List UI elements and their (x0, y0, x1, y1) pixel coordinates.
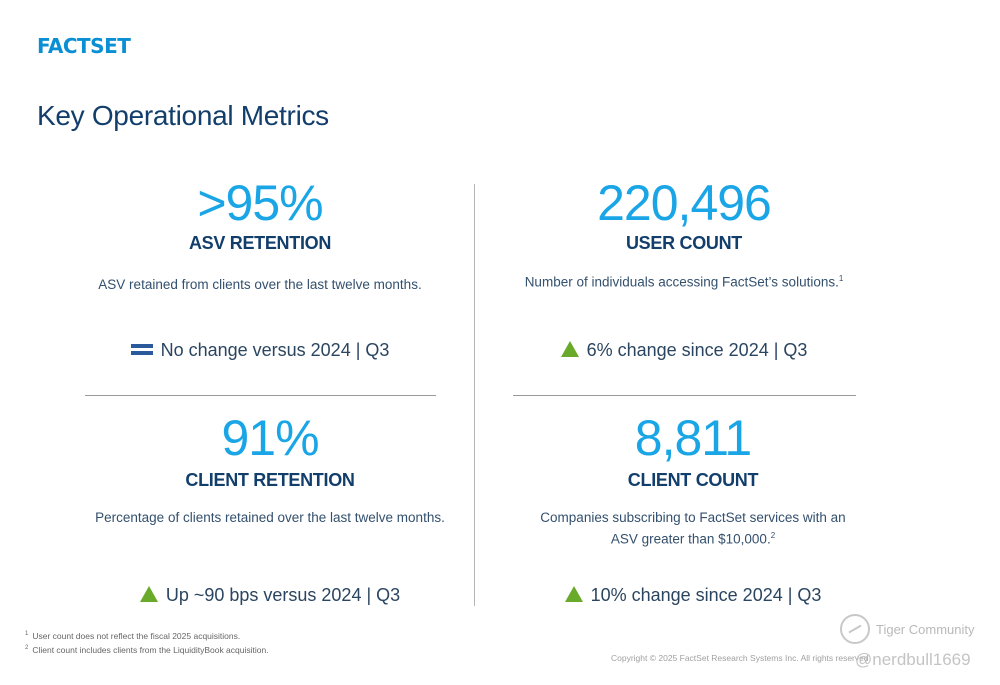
metric-description: Percentage of clients retained over the … (95, 510, 445, 525)
metric-description: Companies subscribing to FactSet service… (493, 509, 893, 549)
tiger-logo-icon (840, 614, 870, 644)
metric-value: 8,811 (634, 410, 752, 466)
metric-label: CLIENT COUNT (627, 470, 759, 490)
metric-change: 10% change since 2024 | Q3 (493, 585, 893, 606)
metric-label: USER COUNT (625, 233, 742, 253)
copyright-text: Copyright © 2025 FactSet Research System… (611, 653, 871, 663)
metric-label: CLIENT RETENTION (185, 470, 355, 490)
metric-asv-retention: >95% ASV RETENTION ASV retained from cli… (60, 170, 460, 380)
footnote-1: 1 User count does not reflect the fiscal … (25, 630, 241, 641)
horizontal-divider-left (85, 395, 436, 396)
metric-client-count: 8,811 CLIENT COUNT Companies subscribing… (493, 405, 893, 615)
metric-description-line1: Companies subscribing to FactSet service… (540, 510, 846, 525)
tiger-community-watermark: Tiger Community (840, 614, 974, 644)
metric-description-line2: ASV greater than $10,000. (610, 531, 771, 547)
metric-description: ASV retained from clients over the last … (98, 277, 422, 292)
watermark-username: @nerdbull1669 (855, 650, 971, 669)
footnotes: 1 User count does not reflect the fiscal … (25, 628, 269, 656)
metric-change: 6% change since 2024 | Q3 (484, 340, 884, 361)
footnote-ref: 1 (838, 274, 844, 283)
factset-logo: FACTSET (37, 34, 131, 58)
up-triangle-icon (560, 341, 579, 358)
metric-client-retention: 91% CLIENT RETENTION Percentage of clien… (70, 405, 470, 615)
metric-description-text: Number of individuals accessing FactSet’… (524, 274, 839, 290)
metric-label: ASV RETENTION (188, 233, 332, 253)
metric-change-text: Up ~90 bps versus 2024 | Q3 (165, 585, 401, 605)
equal-icon (130, 344, 153, 357)
metric-value: >95% (197, 175, 323, 231)
metric-change-text: No change versus 2024 | Q3 (160, 340, 390, 360)
footnote-ref: 2 (770, 531, 776, 540)
metric-description: Number of individuals accessing FactSet’… (484, 270, 884, 292)
horizontal-divider-right (513, 395, 856, 396)
metric-change-text: 6% change since 2024 | Q3 (586, 340, 808, 360)
metric-change: No change versus 2024 | Q3 (60, 340, 460, 361)
up-triangle-icon (139, 586, 158, 603)
metric-user-count: 220,496 USER COUNT Number of individuals… (484, 170, 884, 380)
watermark-brand-text: Tiger Community (876, 621, 975, 637)
vertical-divider (474, 184, 475, 606)
footnote-2: 2 Client count includes clients from the … (25, 644, 269, 655)
up-triangle-icon (564, 586, 583, 603)
metric-value: 220,496 (597, 175, 772, 231)
metric-change-text: 10% change since 2024 | Q3 (590, 585, 822, 605)
metric-change: Up ~90 bps versus 2024 | Q3 (70, 585, 470, 606)
page-title: Key Operational Metrics (37, 100, 329, 131)
metric-value: 91% (221, 410, 319, 466)
